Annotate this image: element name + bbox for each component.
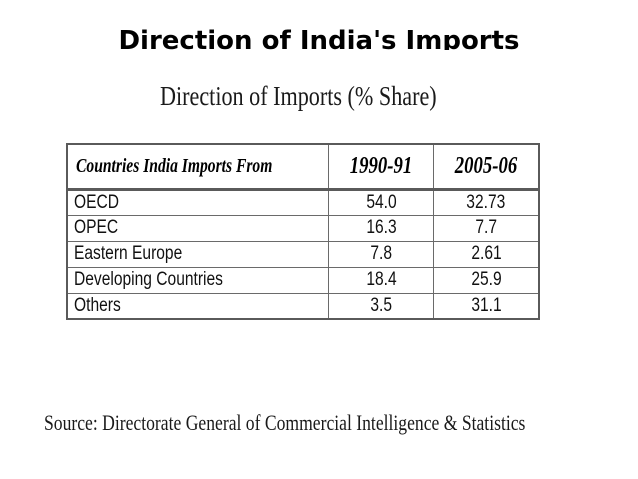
cell-country: Others — [66, 292, 330, 320]
cell-country: Developing Countries — [66, 266, 330, 294]
slide-title: Direction of India's Imports — [118, 26, 520, 50]
cell-2005-06: 2.61 — [433, 240, 540, 268]
table-row: OPEC 16.3 7.7 — [66, 214, 540, 242]
table-caption: Direction of Imports (% Share) — [160, 81, 437, 111]
cell-country: OPEC — [66, 214, 330, 242]
header-2005-06: 2005-06 — [433, 143, 540, 191]
table-row: Developing Countries 18.4 25.9 — [66, 266, 540, 294]
table-row: Others 3.5 31.1 — [66, 292, 540, 320]
source-note: Source: Directorate General of Commercia… — [44, 410, 526, 435]
cell-1990-91: 18.4 — [328, 266, 435, 294]
header-countries: Countries India Imports From — [66, 143, 330, 191]
table-row: Eastern Europe 7.8 2.61 — [66, 240, 540, 268]
cell-2005-06: 32.73 — [433, 188, 540, 216]
cell-2005-06: 7.7 — [433, 214, 540, 242]
cell-1990-91: 16.3 — [328, 214, 435, 242]
cell-1990-91: 7.8 — [328, 240, 435, 268]
cell-2005-06: 25.9 — [433, 266, 540, 294]
cell-1990-91: 54.0 — [328, 188, 435, 216]
table-row: OECD 54.0 32.73 — [66, 188, 540, 216]
table-header-row: Countries India Imports From 1990-91 200… — [66, 143, 540, 191]
header-1990-91: 1990-91 — [328, 143, 435, 191]
imports-table: Countries India Imports From 1990-91 200… — [66, 143, 540, 320]
cell-country: Eastern Europe — [66, 240, 330, 268]
cell-country: OECD — [66, 188, 330, 216]
cell-1990-91: 3.5 — [328, 292, 435, 320]
cell-2005-06: 31.1 — [433, 292, 540, 320]
